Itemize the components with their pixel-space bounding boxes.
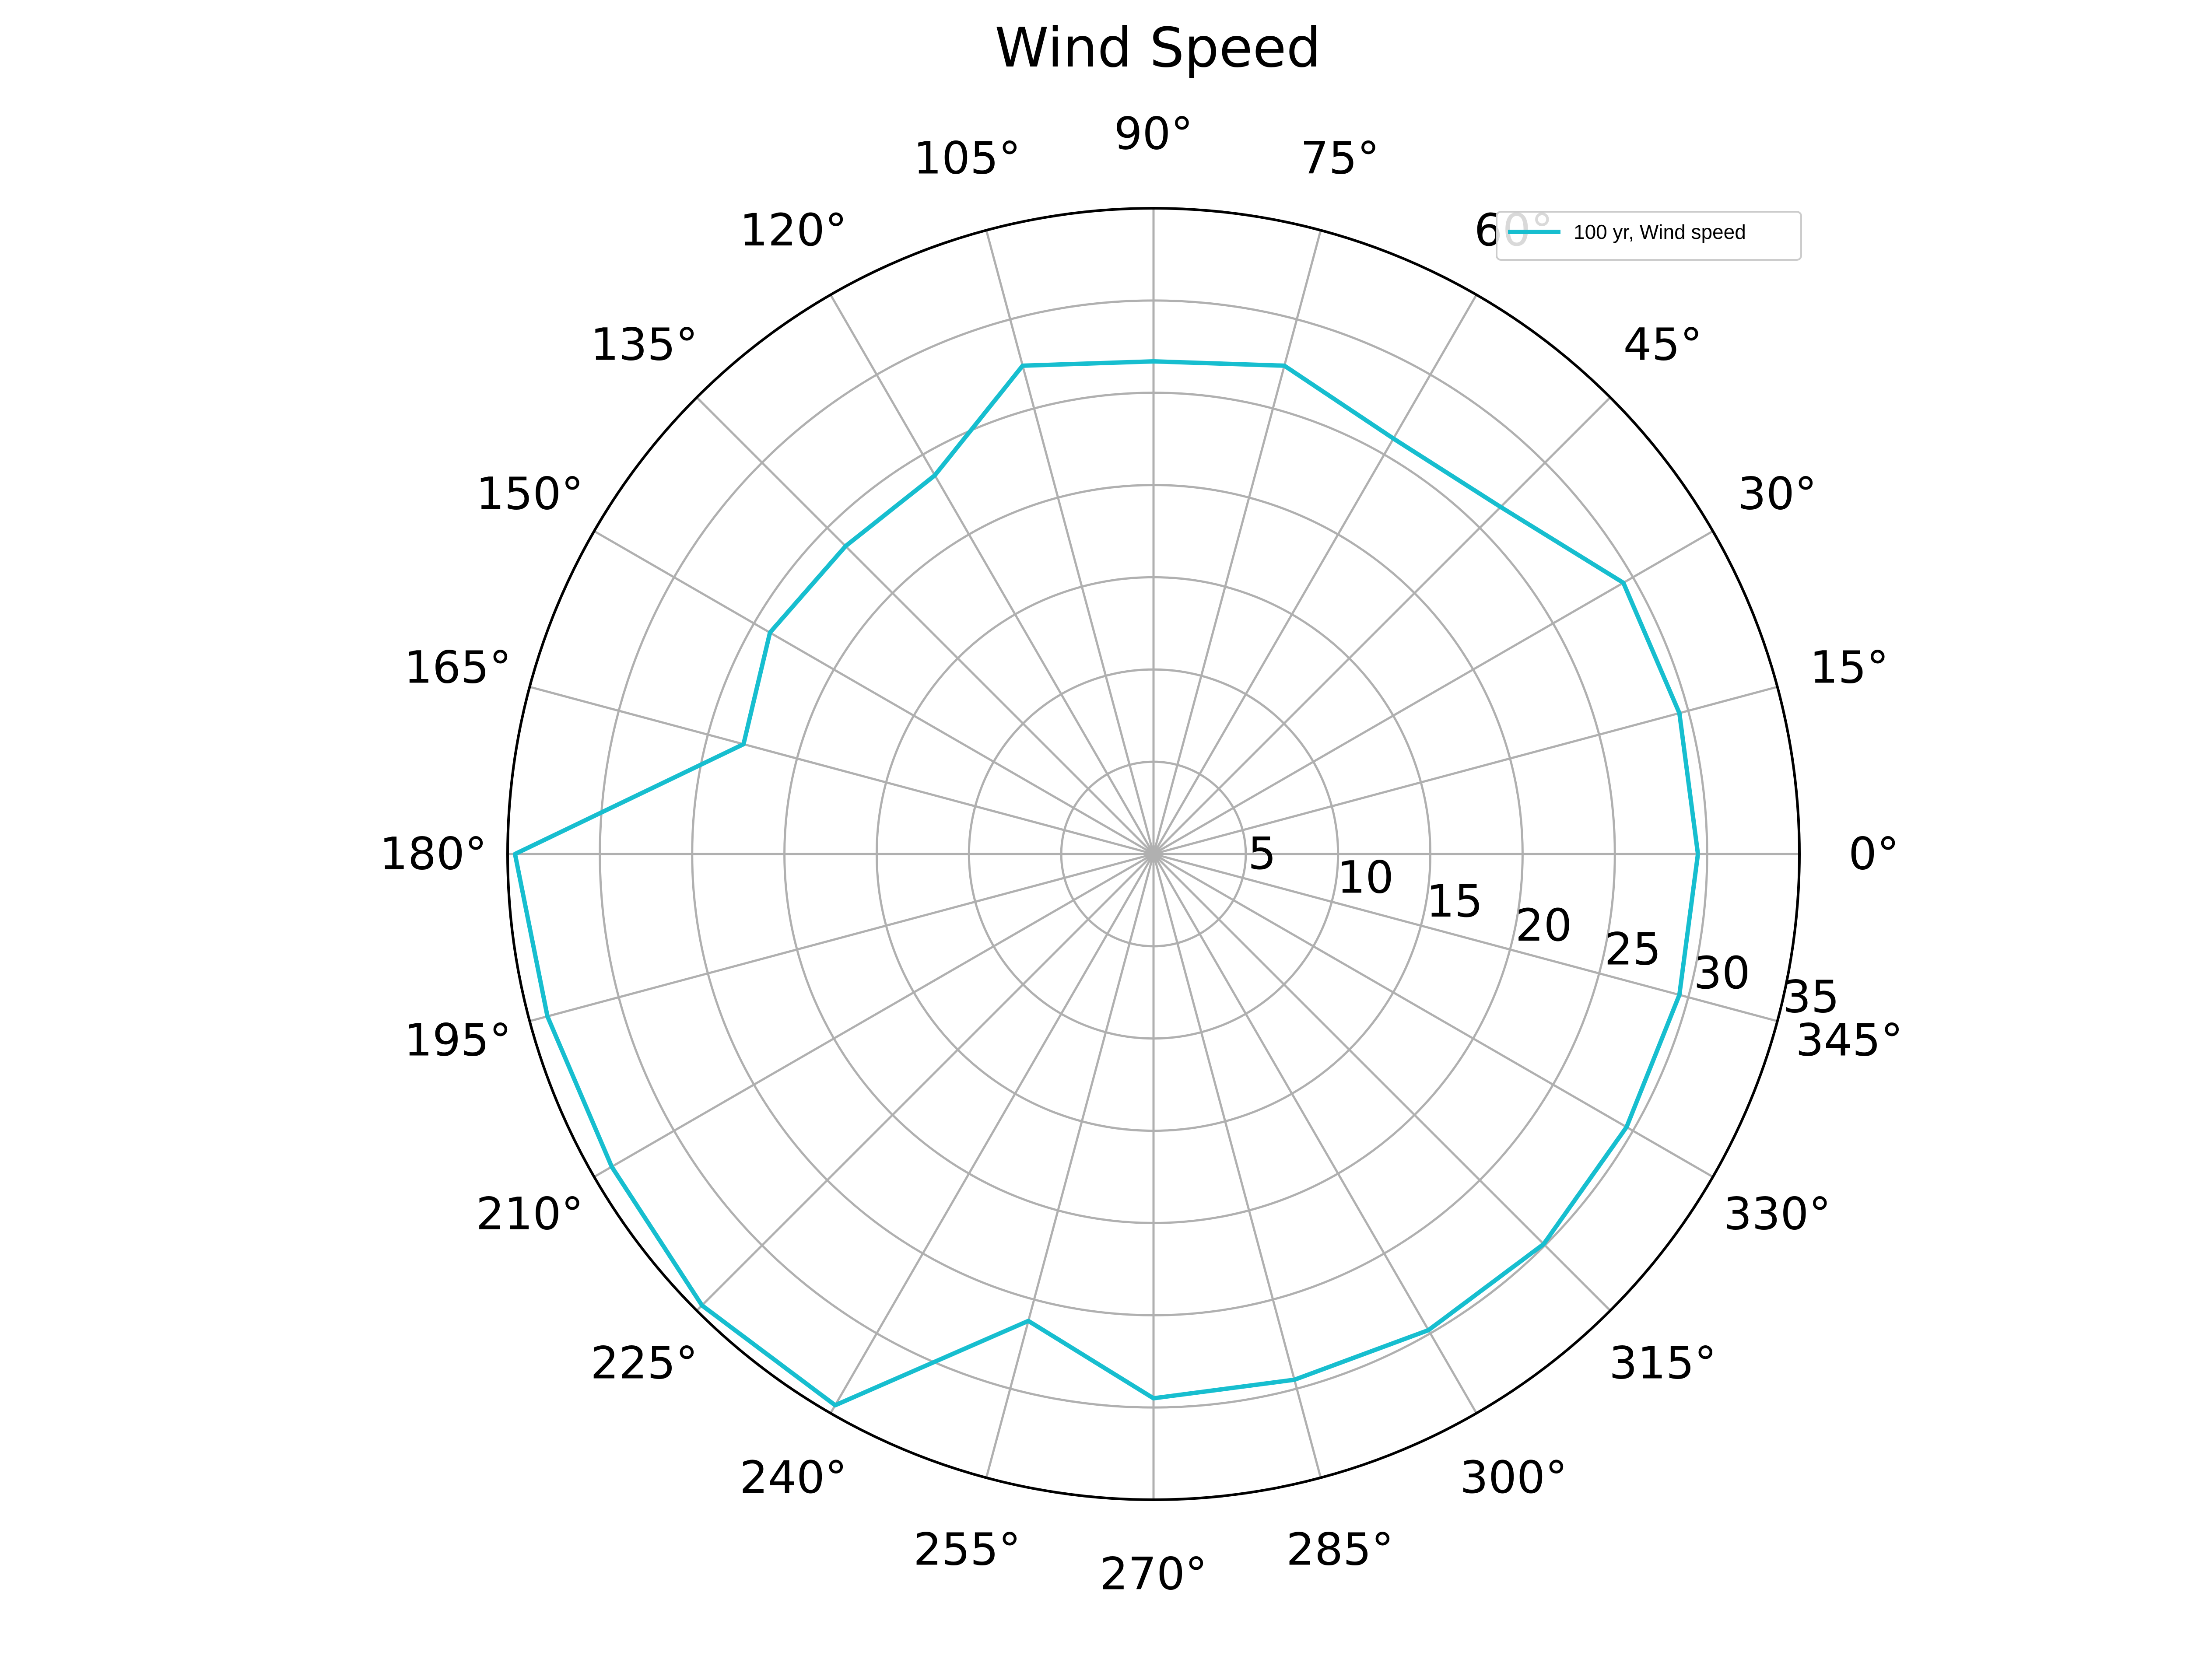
r-tick-label: 15 — [1426, 875, 1483, 928]
series-line — [512, 359, 1701, 1407]
theta-tick-label: 195° — [404, 1015, 512, 1067]
theta-tick-label: 0° — [1848, 828, 1899, 880]
theta-tick-label: 45° — [1623, 319, 1702, 371]
theta-tick-label: 15° — [1810, 641, 1889, 693]
theta-gridline-300 — [1152, 853, 1478, 1414]
theta-tick-label: 90° — [1114, 108, 1193, 160]
series-layer — [512, 359, 1701, 1407]
theta-gridline-240 — [829, 853, 1155, 1414]
theta-tick-label: 105° — [913, 133, 1021, 185]
theta-tick-label: 75° — [1301, 133, 1380, 185]
theta-gridline-285 — [1152, 854, 1322, 1478]
angle-tick-labels: 0°15°30°45°60°75°90°105°120°135°150°165°… — [379, 108, 1903, 1600]
legend-label: 100 yr, Wind speed — [1574, 220, 1746, 243]
theta-tick-label: 150° — [476, 468, 584, 520]
theta-tick-label: 345° — [1795, 1015, 1903, 1067]
r-tick-label: 25 — [1604, 923, 1661, 975]
angular-gridlines — [508, 208, 1799, 1500]
theta-gridline-315 — [1153, 853, 1611, 1312]
theta-gridline-330 — [1153, 853, 1714, 1178]
r-tick-label: 20 — [1515, 900, 1572, 952]
theta-tick-label: 120° — [740, 204, 847, 256]
theta-tick-label: 330° — [1724, 1188, 1831, 1240]
theta-tick-label: 240° — [740, 1452, 847, 1504]
theta-tick-label: 285° — [1286, 1523, 1394, 1575]
r-tick-label: 5 — [1248, 828, 1276, 880]
theta-tick-label: 255° — [913, 1523, 1021, 1575]
r-tick-label: 10 — [1337, 852, 1394, 904]
theta-gridline-210 — [593, 853, 1154, 1178]
theta-tick-label: 180° — [379, 828, 487, 880]
theta-gridline-165 — [529, 686, 1154, 855]
theta-gridline-120 — [829, 294, 1155, 855]
theta-tick-label: 165° — [404, 641, 512, 693]
r-tick-label: 30 — [1694, 947, 1750, 999]
theta-gridline-60 — [1152, 294, 1478, 855]
theta-tick-label: 300° — [1460, 1452, 1567, 1504]
theta-gridline-15 — [1153, 686, 1778, 855]
theta-gridline-345 — [1153, 853, 1778, 1022]
theta-gridline-45 — [1153, 396, 1611, 855]
theta-tick-label: 135° — [590, 319, 698, 371]
legend: 100 yr, Wind speed — [1496, 211, 1802, 261]
theta-gridline-195 — [529, 853, 1154, 1022]
theta-gridline-105 — [985, 230, 1155, 854]
theta-tick-label: 315° — [1609, 1337, 1717, 1389]
legend-box — [1496, 211, 1802, 261]
chart-title: Wind Speed — [995, 16, 1321, 80]
theta-gridline-30 — [1153, 530, 1714, 855]
theta-tick-label: 210° — [476, 1188, 584, 1240]
radius-tick-labels: 5 10 15 20 25 30 35 — [1248, 828, 1840, 1023]
theta-gridline-225 — [696, 853, 1154, 1312]
theta-gridline-150 — [593, 530, 1154, 855]
polar-frame — [506, 207, 1801, 1501]
theta-gridline-75 — [1152, 230, 1322, 854]
theta-tick-label: 270° — [1100, 1548, 1207, 1600]
r-tick-label: 35 — [1783, 971, 1840, 1023]
theta-tick-label: 30° — [1738, 468, 1817, 520]
theta-gridline-135 — [696, 396, 1154, 855]
theta-gridline-255 — [985, 854, 1155, 1478]
theta-tick-label: 225° — [590, 1337, 698, 1389]
